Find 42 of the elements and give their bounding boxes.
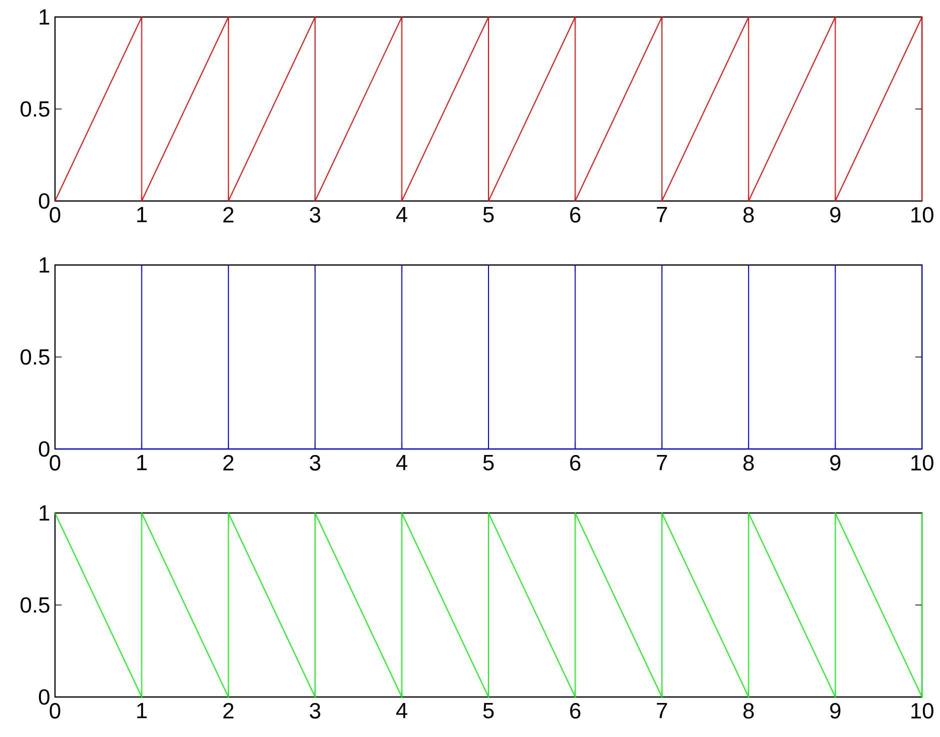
x-tick-label: 10 — [911, 207, 934, 223]
y-tick-label: 0.5 — [20, 597, 50, 613]
x-tick-label: 3 — [310, 455, 320, 471]
x-tick-label: 7 — [656, 455, 667, 470]
y-tick-label: 0 — [38, 689, 50, 705]
y-tick-label: 1 — [40, 505, 50, 521]
x-tick-label: 10 — [911, 703, 934, 719]
y-tick-label: 0 — [38, 441, 50, 457]
y-tick-label: 0.5 — [20, 349, 50, 365]
x-tick-label: 10 — [911, 455, 934, 471]
y-tick-label: 0.5 — [20, 101, 50, 117]
x-tick-label: 6 — [570, 455, 580, 471]
x-tick-label: 5 — [483, 455, 494, 470]
x-tick-label: 7 — [656, 703, 667, 718]
x-tick-label: 0 — [50, 207, 60, 223]
x-tick-label: 3 — [310, 207, 320, 223]
x-tick-label: 9 — [830, 703, 840, 719]
x-tick-label: 8 — [743, 207, 754, 223]
x-tick-label: 2 — [223, 455, 234, 470]
x-tick-label: 1 — [137, 703, 147, 718]
x-tick-label: 8 — [743, 455, 754, 471]
x-tick-label: 4 — [396, 703, 408, 718]
x-tick-label: 5 — [483, 703, 494, 718]
x-tick-label: 4 — [396, 455, 408, 470]
x-tick-label: 2 — [223, 703, 234, 718]
y-tick-label: 1 — [40, 257, 50, 273]
x-tick-label: 6 — [570, 207, 580, 223]
x-tick-label: 4 — [396, 207, 408, 222]
x-tick-label: 1 — [137, 455, 147, 470]
x-tick-label: 1 — [137, 207, 147, 222]
x-tick-label: 8 — [743, 703, 754, 719]
y-tick-label: 1 — [40, 9, 50, 25]
x-tick-label: 7 — [656, 207, 667, 222]
x-tick-label: 6 — [570, 703, 580, 719]
y-tick-label: 0 — [38, 193, 50, 209]
x-tick-label: 0 — [50, 703, 60, 719]
x-tick-label: 0 — [50, 455, 60, 471]
x-tick-label: 2 — [223, 207, 234, 222]
x-tick-label: 5 — [483, 207, 494, 222]
x-tick-label: 3 — [310, 703, 320, 719]
x-tick-label: 9 — [830, 207, 840, 223]
x-tick-label: 9 — [830, 455, 840, 471]
